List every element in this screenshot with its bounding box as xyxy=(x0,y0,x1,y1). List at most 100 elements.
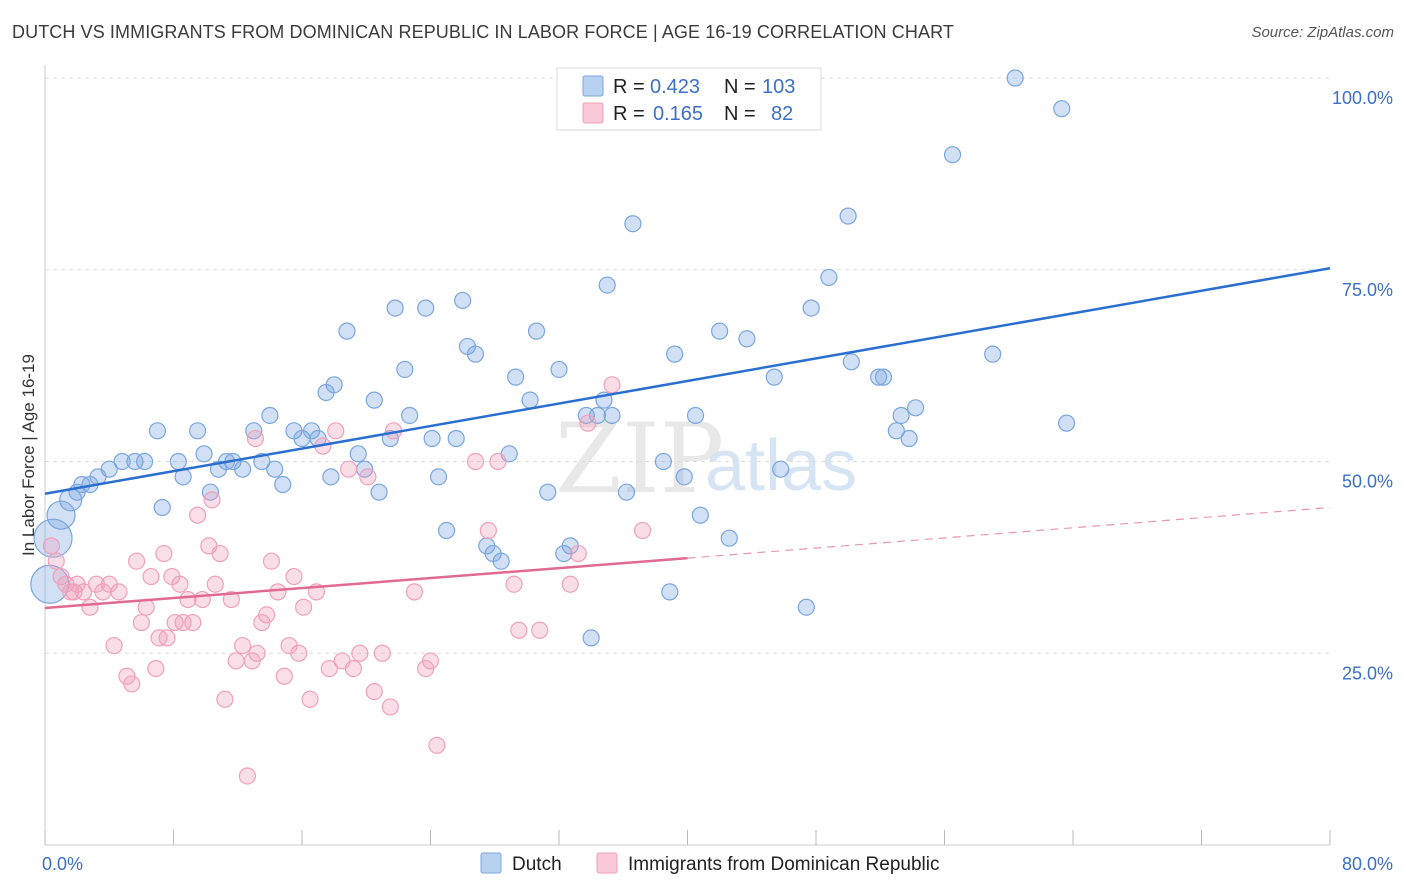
dominican-point-34 xyxy=(206,575,224,593)
dutch-point-69 xyxy=(617,483,636,501)
dominican-point-46 xyxy=(269,583,287,601)
source-label: Source: ZipAtlas.com xyxy=(1251,24,1394,41)
dutch-point-80 xyxy=(765,368,783,386)
dutch-point-26 xyxy=(266,460,284,478)
dominican-point-69 xyxy=(428,736,446,754)
dutch-point-72 xyxy=(661,583,679,601)
dutch-point-47 xyxy=(437,521,456,540)
y-axis-label: In Labor Force | Age 16-19 xyxy=(19,354,38,556)
dominican-point-42 xyxy=(248,644,266,662)
series-legend: Dutch Immigrants from Dominican Republic xyxy=(480,852,940,875)
dutch-point-16 xyxy=(188,422,207,440)
y-tick-label-2: 75.0% xyxy=(1342,280,1393,300)
dutch-point-90 xyxy=(892,406,910,425)
dutch-point-87 xyxy=(870,368,888,386)
dutch-point-76 xyxy=(691,506,709,524)
dutch-point-33 xyxy=(322,468,340,486)
watermark-atlas: atlas xyxy=(705,426,857,506)
dominican-point-76 xyxy=(561,575,579,593)
dominican-point-64 xyxy=(381,698,399,716)
dutch-point-56 xyxy=(507,368,525,386)
dutch-point-10 xyxy=(126,452,144,471)
dominican-point-23 xyxy=(158,629,176,647)
dominican-point-0 xyxy=(42,537,61,555)
x-tick-label-last: 80.0% xyxy=(1342,854,1393,874)
dominican-point-78 xyxy=(579,414,597,432)
dominican-point-59 xyxy=(344,659,362,678)
dominican-point-66 xyxy=(405,583,424,601)
dutch-point-73 xyxy=(666,345,684,363)
legend-n-dutch: 103 xyxy=(762,76,795,98)
dutch-point-48 xyxy=(447,429,465,448)
dutch-point-2 xyxy=(46,500,76,530)
series-dutch xyxy=(30,69,1076,647)
stats-legend: R = 0.423 N = 103 R = 0.165 N = 82 xyxy=(556,67,822,131)
dominican-point-19 xyxy=(142,567,160,586)
dominican-point-50 xyxy=(290,644,308,662)
dominican-point-49 xyxy=(285,567,303,586)
dutch-point-44 xyxy=(417,299,435,317)
dominican-point-7 xyxy=(74,583,93,601)
dominican-point-80 xyxy=(633,521,652,540)
dominican-point-12 xyxy=(105,636,123,655)
dutch-point-42 xyxy=(396,360,414,379)
dominican-point-63 xyxy=(373,644,391,662)
legend-swatch-dominican xyxy=(582,102,604,124)
dutch-point-78 xyxy=(720,529,738,547)
dutch-point-74 xyxy=(675,468,693,486)
legend-n-label-dominican: N = xyxy=(724,103,756,125)
dominican-point-81 xyxy=(246,429,265,448)
dutch-point-79 xyxy=(738,330,756,348)
legend-n-label-dutch: N = xyxy=(724,76,756,98)
dutch-point-81 xyxy=(772,460,790,478)
y-tick-label-0: 25.0% xyxy=(1342,663,1393,683)
dutch-point-59 xyxy=(539,483,557,501)
dutch-point-67 xyxy=(598,276,616,294)
dominican-point-13 xyxy=(110,583,128,601)
dominican-point-31 xyxy=(193,590,212,609)
dutch-point-82 xyxy=(797,598,815,616)
dutch-point-39 xyxy=(370,483,388,501)
dominican-point-51 xyxy=(295,598,313,616)
dominican-point-16 xyxy=(127,552,146,570)
legend-r-dominican: 0.165 xyxy=(653,103,703,125)
dutch-point-14 xyxy=(169,452,187,471)
dominican-point-15 xyxy=(123,675,141,693)
y-tick-label-3: 100.0% xyxy=(1332,88,1393,108)
dominican-point-8 xyxy=(81,598,99,616)
dominican-point-33 xyxy=(203,491,221,509)
dutch-point-89 xyxy=(887,422,905,440)
dominican-point-68 xyxy=(421,652,440,670)
dutch-point-22 xyxy=(233,460,252,478)
legend-n-dominican: 82 xyxy=(771,103,793,125)
dutch-point-43 xyxy=(401,406,419,425)
bottom-legend-dutch: Dutch xyxy=(512,854,562,875)
dominican-point-62 xyxy=(365,682,383,701)
dominican-point-22 xyxy=(155,544,173,563)
bottom-legend-swatch-dominican xyxy=(596,852,618,874)
dutch-point-97 xyxy=(1057,414,1076,432)
bottom-legend-dominican: Immigrants from Dominican Republic xyxy=(628,854,940,875)
dutch-point-54 xyxy=(492,552,510,570)
trend-lines xyxy=(44,266,1331,610)
dominican-point-71 xyxy=(479,521,497,540)
dutch-point-70 xyxy=(624,215,642,233)
dominican-point-38 xyxy=(227,652,245,670)
dutch-point-27 xyxy=(274,475,292,494)
dominican-point-45 xyxy=(262,552,281,570)
dominican-point-79 xyxy=(603,376,621,394)
dominican-point-26 xyxy=(171,575,189,593)
dominican-point-1 xyxy=(47,552,65,570)
dutch-point-95 xyxy=(1006,69,1024,87)
dutch-point-46 xyxy=(429,468,448,486)
bottom-legend-swatch-dutch xyxy=(480,852,502,874)
dutch-point-75 xyxy=(686,406,705,425)
dominican-point-55 xyxy=(320,659,338,678)
dutch-point-84 xyxy=(820,268,838,287)
trend-line-dominican-extension xyxy=(687,506,1331,559)
chart-title: DUTCH VS IMMIGRANTS FROM DOMINICAN REPUB… xyxy=(12,22,954,42)
dutch-point-88 xyxy=(874,368,893,386)
axes xyxy=(44,65,1331,846)
x-tick-label-first: 0.0% xyxy=(42,854,83,874)
dominican-point-72 xyxy=(489,452,507,471)
